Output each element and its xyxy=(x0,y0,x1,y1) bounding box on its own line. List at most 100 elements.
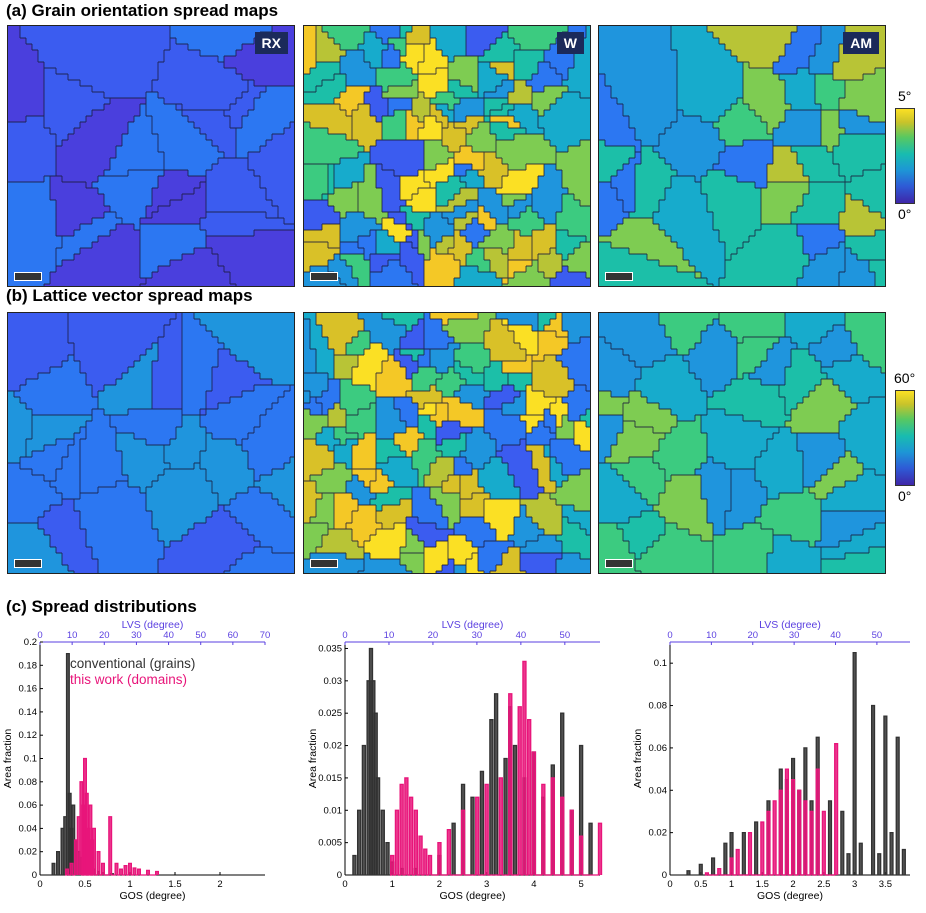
histogram-bar xyxy=(137,869,141,875)
series-domains xyxy=(390,660,603,876)
y-tick-label: 0 xyxy=(662,870,667,881)
histogram-bar xyxy=(414,810,418,875)
map-label-am: AM xyxy=(843,32,879,54)
histogram-bar xyxy=(87,828,90,875)
histogram-bar xyxy=(437,842,441,875)
histogram-bar xyxy=(699,864,703,875)
x-tick-label: 1.5 xyxy=(756,879,769,890)
x-tick-label: 2.5 xyxy=(817,879,830,890)
y-tick-label: 0.035 xyxy=(318,643,342,654)
top-x-tick-label: 10 xyxy=(706,630,717,641)
histogram-bar xyxy=(810,811,813,875)
histogram-bar xyxy=(847,853,850,875)
histogram-bar xyxy=(551,777,555,875)
histogram-bar xyxy=(859,843,863,875)
histogram-bar xyxy=(119,869,123,875)
histogram-bar xyxy=(730,832,733,875)
histogram-bar xyxy=(85,793,89,875)
histogram-bar xyxy=(518,706,522,875)
x-tick-label: 1 xyxy=(729,879,734,890)
x-tick-label: 3 xyxy=(484,879,489,890)
histogram-bar xyxy=(101,863,105,875)
histogram-bar xyxy=(74,840,78,875)
histogram-bar xyxy=(589,823,593,875)
x-tick-label: 0 xyxy=(342,879,347,890)
histogram-bar xyxy=(754,822,758,875)
histogram-bar xyxy=(90,840,94,875)
top-x-tick-label: 0 xyxy=(342,630,347,641)
histogram-bar xyxy=(68,793,72,875)
y-tick-label: 0.18 xyxy=(19,660,38,671)
chart-rx-distribution: 0 0.5 1 1.5 20 10 20 30 40 50 60 7000.020.040.060.0… xyxy=(2,620,271,902)
histogram-bar xyxy=(791,779,795,875)
histogram-bar xyxy=(362,745,366,875)
top-x-tick-label: 20 xyxy=(428,630,439,641)
x-tick-label: 5 xyxy=(578,879,583,890)
y-tick-label: 0.02 xyxy=(324,741,343,752)
map-gos-am: AM xyxy=(598,25,886,287)
histogram-bar xyxy=(579,836,583,875)
x-tick-label: 1 xyxy=(127,879,132,890)
histogram-bar xyxy=(883,716,887,875)
histogram-bar xyxy=(89,805,92,875)
y-tick-label: 0.025 xyxy=(318,708,342,719)
scale-bar xyxy=(310,559,338,568)
histogram-bar xyxy=(560,713,564,875)
colorbar-b-max: 60° xyxy=(894,370,916,386)
histogram-bar xyxy=(65,869,69,875)
histogram-bar xyxy=(124,865,127,875)
histogram-bar xyxy=(390,855,394,875)
colorbar-a-max: 5° xyxy=(898,88,912,104)
series-domains xyxy=(65,757,159,876)
x-tick-label: 2 xyxy=(217,879,222,890)
histogram-bar xyxy=(381,810,385,875)
y-tick-label: 0.08 xyxy=(649,701,668,712)
histogram-bar xyxy=(352,855,356,875)
histogram-bar xyxy=(890,832,893,875)
top-x-tick-label: 0 xyxy=(37,630,42,641)
top-x-tick-label: 10 xyxy=(67,630,78,641)
histogram-bar xyxy=(419,836,423,875)
top-x-axis-label: LVS (degree) xyxy=(442,620,504,631)
histogram-bar xyxy=(513,745,517,875)
histogram-bar xyxy=(77,816,81,875)
y-tick-label: 0.08 xyxy=(19,777,38,788)
histogram-bar xyxy=(840,811,844,875)
histogram-bar xyxy=(532,752,536,875)
histogram-bar xyxy=(385,842,390,875)
histogram-bar xyxy=(428,855,432,875)
histogram-bar xyxy=(902,849,906,875)
map-lvs-am xyxy=(598,312,886,574)
section-c-title: (c) Spread distributions xyxy=(6,597,197,616)
y-axis-label: Area fraction xyxy=(307,729,319,789)
histogram-bar xyxy=(461,810,465,875)
histogram-bar xyxy=(785,769,789,875)
histogram-bar xyxy=(579,745,583,875)
y-tick-label: 0.2 xyxy=(24,637,37,648)
chart-w-distribution: 0 1 2 3 4 50 10 20 30 40 5000.0050.010.0150.020.02… xyxy=(307,620,603,902)
x-tick-label: 0.5 xyxy=(694,879,707,890)
histogram-bar xyxy=(896,737,900,875)
top-x-axis-label: LVS (degree) xyxy=(122,620,184,631)
top-x-tick-label: 20 xyxy=(99,630,110,641)
histogram-bar xyxy=(541,784,545,875)
histogram-bar xyxy=(522,661,526,875)
histogram-bar xyxy=(395,810,399,875)
y-tick-label: 0.14 xyxy=(19,707,38,718)
histogram-bar xyxy=(52,863,55,875)
histogram-bar xyxy=(133,868,136,875)
histogram-bar xyxy=(452,823,456,875)
histogram-bar xyxy=(371,680,375,875)
map-gos-w: W xyxy=(303,25,591,287)
x-tick-label: 2 xyxy=(437,879,442,890)
section-a-title: (a) Grain orientation spread maps xyxy=(6,1,279,20)
top-x-axis-label: LVS (degree) xyxy=(759,620,821,631)
top-x-tick-label: 70 xyxy=(260,630,271,641)
top-x-tick-label: 50 xyxy=(872,630,883,641)
histogram-bar xyxy=(499,777,503,875)
histogram-bar xyxy=(723,843,727,875)
histogram-bar xyxy=(773,800,777,875)
histogram-bar xyxy=(480,771,484,875)
scale-bar xyxy=(14,559,42,568)
histogram-bar xyxy=(570,810,574,875)
